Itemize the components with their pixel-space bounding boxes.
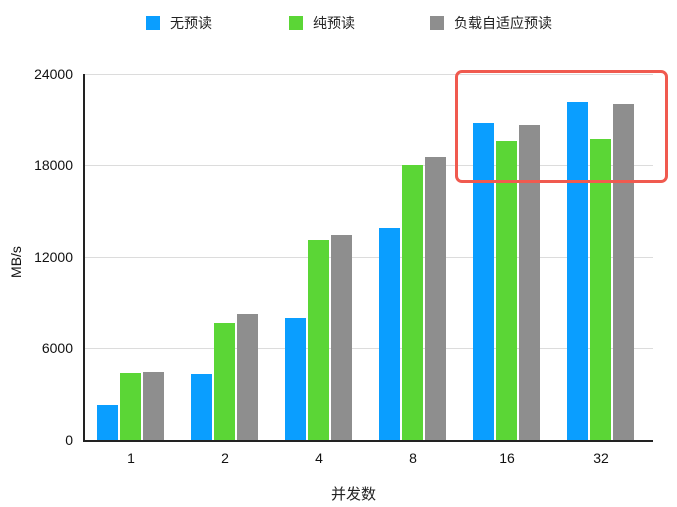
y-axis-label: MB/s	[8, 246, 24, 278]
bar-8-series-2	[425, 157, 446, 440]
legend-swatch-blue-icon	[146, 16, 160, 30]
y-tick-6000: 6000	[41, 340, 73, 356]
y-axis-line	[83, 74, 85, 441]
bar-32-series-2	[613, 104, 634, 440]
y-tick-12000: 12000	[34, 249, 73, 265]
highlight-annotation-box	[455, 70, 668, 183]
bar-1-series-2	[143, 372, 164, 440]
bar-32-series-1	[590, 139, 611, 440]
bar-4-series-2	[331, 235, 352, 440]
legend-label: 负载自适应预读	[454, 16, 552, 32]
y-tick-18000: 18000	[34, 157, 73, 173]
bar-4-series-1	[308, 240, 329, 440]
x-tick-8: 8	[409, 450, 417, 466]
legend-label: 无预读	[170, 16, 212, 32]
legend-swatch-green-icon	[289, 16, 303, 30]
plot-area	[83, 74, 653, 442]
y-tick-0: 0	[65, 432, 73, 448]
x-tick-1: 1	[127, 450, 135, 466]
gridline-12000	[83, 257, 653, 258]
y-tick-24000: 24000	[34, 66, 73, 82]
bar-1-series-1	[120, 373, 141, 440]
legend-item-pure-readahead: 纯预读	[289, 13, 355, 33]
x-axis-line	[83, 440, 653, 442]
bar-4-series-0	[285, 318, 306, 440]
bar-32-series-0	[567, 102, 588, 440]
legend-item-adaptive-readahead: 负载自适应预读	[430, 13, 552, 33]
bar-2-series-2	[237, 314, 258, 440]
gridline-18000	[83, 165, 653, 166]
bar-2-series-0	[191, 374, 212, 440]
bar-8-series-1	[402, 165, 423, 440]
x-axis-label: 并发数	[330, 485, 376, 503]
x-tick-32: 32	[593, 450, 609, 466]
bar-2-series-1	[214, 323, 235, 440]
chart-legend: 无预读 纯预读 负载自适应预读	[0, 13, 677, 33]
x-tick-16: 16	[499, 450, 515, 466]
bar-16-series-0	[473, 123, 494, 440]
gridline-24000	[83, 74, 653, 75]
x-tick-4: 4	[315, 450, 323, 466]
bar-16-series-1	[496, 141, 517, 440]
gridline-6000	[83, 348, 653, 349]
legend-swatch-gray-icon	[430, 16, 444, 30]
bar-8-series-0	[379, 228, 400, 440]
legend-item-no-readahead: 无预读	[146, 13, 212, 33]
legend-label: 纯预读	[313, 16, 355, 32]
bar-1-series-0	[97, 405, 118, 440]
x-tick-2: 2	[221, 450, 229, 466]
bar-16-series-2	[519, 125, 540, 440]
